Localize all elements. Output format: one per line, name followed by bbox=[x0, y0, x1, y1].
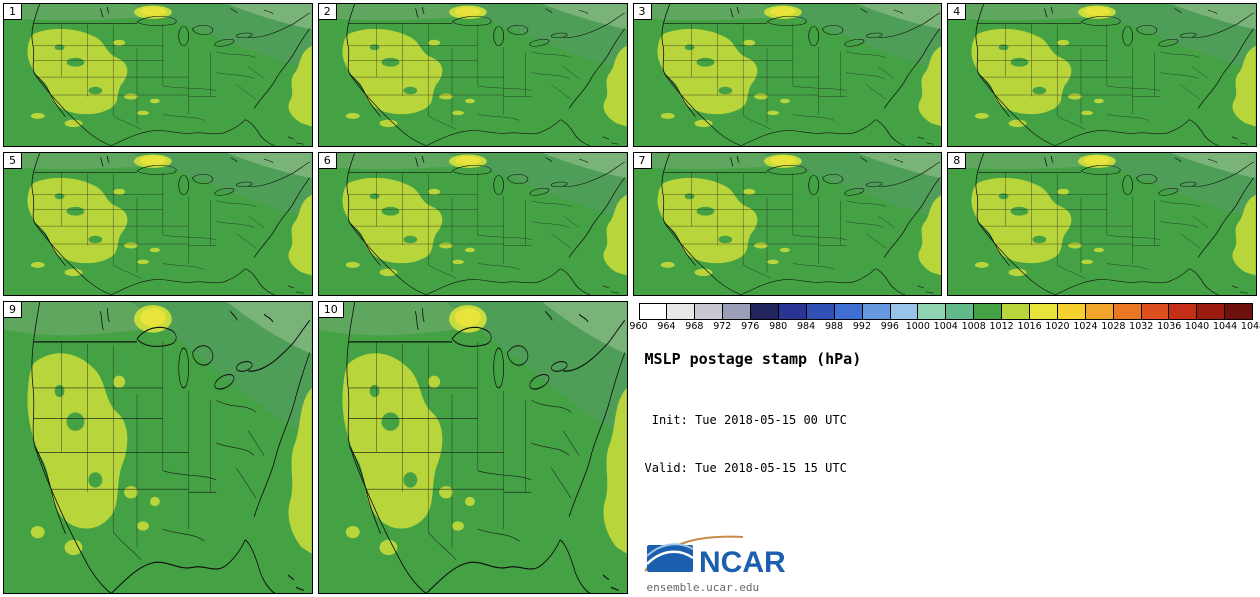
ensemble-member-panel-10: 10 bbox=[317, 300, 628, 594]
colorbar-segment-16 bbox=[1085, 303, 1114, 319]
ncar-logo-graphic: NCAR bbox=[643, 535, 786, 579]
mslp-map bbox=[633, 152, 942, 295]
mslp-map bbox=[633, 4, 942, 146]
ensemble-member-panel-2: 2 bbox=[317, 3, 628, 147]
colorbar-tick-1024: 1024 bbox=[1073, 320, 1098, 332]
colorbar-tick-1012: 1012 bbox=[989, 320, 1014, 332]
colorbar-segment-1 bbox=[667, 303, 696, 319]
member-number-label: 6 bbox=[318, 152, 337, 169]
colorbar-tick-980: 980 bbox=[769, 320, 788, 332]
colorbar-segment-15 bbox=[1057, 303, 1086, 319]
ensemble-member-panel-4: 4 bbox=[947, 3, 1257, 147]
init-time: Init: Tue 2018-05-15 00 UTC bbox=[644, 412, 847, 427]
mslp-map bbox=[318, 4, 627, 146]
colorbar-segment-13 bbox=[1002, 303, 1030, 319]
member-number-label: 9 bbox=[4, 301, 22, 318]
ensemble-member-panel-3: 3 bbox=[632, 3, 943, 147]
mslp-map bbox=[4, 4, 312, 146]
colorbar-tick-996: 996 bbox=[880, 320, 899, 332]
footer-url: ensemble.ucar.edu bbox=[646, 581, 760, 594]
ensemble-member-panel-6: 6 bbox=[317, 151, 628, 296]
colorbar-segment-14 bbox=[1029, 303, 1058, 319]
colorbar-tick-1040: 1040 bbox=[1185, 320, 1210, 332]
member-number-label: 10 bbox=[318, 301, 344, 318]
colorbar-tick-1016: 1016 bbox=[1017, 320, 1042, 332]
mslp-map bbox=[4, 301, 312, 593]
ncar-logo: NCAR bbox=[643, 535, 1254, 579]
mslp-map bbox=[4, 152, 312, 295]
colorbar-tick-972: 972 bbox=[713, 320, 732, 332]
time-info: Init: Tue 2018-05-15 00 UTC Valid: Tue 2… bbox=[645, 380, 1254, 510]
colorbar-tick-1020: 1020 bbox=[1045, 320, 1070, 332]
member-number-label: 3 bbox=[633, 4, 652, 20]
colorbar-segment-18 bbox=[1141, 303, 1170, 319]
colorbar-segment-3 bbox=[723, 303, 752, 319]
colorbar-segment-12 bbox=[974, 303, 1003, 319]
member-number-label: 4 bbox=[948, 4, 967, 20]
colorbar-segment-4 bbox=[751, 303, 779, 319]
colorbar-segment-21 bbox=[1225, 303, 1253, 319]
colorbar-segment-17 bbox=[1113, 303, 1142, 319]
colorbar-tick-1048: 1048 bbox=[1240, 320, 1260, 332]
member-number-label: 5 bbox=[4, 152, 22, 169]
colorbar-segment-8 bbox=[862, 303, 891, 319]
mslp-map bbox=[318, 301, 627, 593]
logo-arc2-icon bbox=[645, 543, 693, 557]
colorbar-segment-11 bbox=[946, 303, 975, 319]
colorbar-segment-6 bbox=[806, 303, 835, 319]
colorbar-tick-1008: 1008 bbox=[961, 320, 986, 332]
colorbar-tick-960: 960 bbox=[629, 320, 648, 332]
colorbar-tick-984: 984 bbox=[797, 320, 816, 332]
colorbar-segment-0 bbox=[639, 303, 668, 319]
mslp-map bbox=[318, 152, 627, 295]
colorbar-segment-5 bbox=[778, 303, 807, 319]
legend-area: 960 964 968 972 976 980 984 988 992 996 1000 1004 10… bbox=[629, 301, 1260, 594]
ensemble-member-panel-9: 9 bbox=[3, 300, 313, 594]
colorbar-tick-1004: 1004 bbox=[933, 320, 958, 332]
colorbar-segment-2 bbox=[695, 303, 724, 319]
ensemble-member-panel-1: 1 bbox=[3, 3, 313, 147]
mslp-map bbox=[948, 4, 1256, 146]
colorbar-segment-19 bbox=[1169, 303, 1198, 319]
colorbar-segment-7 bbox=[834, 303, 863, 319]
chart-title: MSLP postage stamp (hPa) bbox=[644, 349, 862, 368]
colorbar-segment-9 bbox=[890, 303, 919, 319]
ensemble-member-panel-8: 8 bbox=[947, 151, 1257, 296]
colorbar-tick-labels: 960 964 968 972 976 980 984 988 992 996 1000 1004 10… bbox=[629, 320, 1260, 334]
colorbar-tick-992: 992 bbox=[852, 320, 872, 332]
valid-time: Valid: Tue 2018-05-15 15 UTC bbox=[644, 461, 847, 476]
member-number-label: 2 bbox=[318, 4, 337, 20]
member-number-label: 7 bbox=[633, 152, 652, 169]
ensemble-member-panel-5: 5 bbox=[3, 151, 313, 296]
mslp-map bbox=[948, 152, 1256, 295]
colorbar-segment-10 bbox=[918, 303, 947, 319]
colorbar-segment-20 bbox=[1197, 303, 1226, 319]
ensemble-member-panel-7: 7 bbox=[632, 151, 943, 296]
colorbar-tick-1036: 1036 bbox=[1157, 320, 1182, 332]
colorbar-tick-976: 976 bbox=[741, 320, 760, 332]
member-number-label: 8 bbox=[948, 152, 967, 169]
colorbar-tick-964: 964 bbox=[657, 320, 676, 332]
colorbar-tick-968: 968 bbox=[685, 320, 704, 332]
colorbar-tick-988: 988 bbox=[824, 320, 844, 332]
colorbar-tick-1032: 1032 bbox=[1129, 320, 1154, 332]
ncar-logo-text: NCAR bbox=[699, 546, 786, 579]
colorbar-tick-1000: 1000 bbox=[905, 320, 930, 332]
colorbar-tick-1044: 1044 bbox=[1212, 320, 1238, 332]
colorbar-tick-1028: 1028 bbox=[1101, 320, 1126, 332]
member-number-label: 1 bbox=[4, 4, 22, 20]
logo-arc-icon bbox=[645, 550, 694, 565]
colorbar bbox=[638, 302, 1253, 320]
